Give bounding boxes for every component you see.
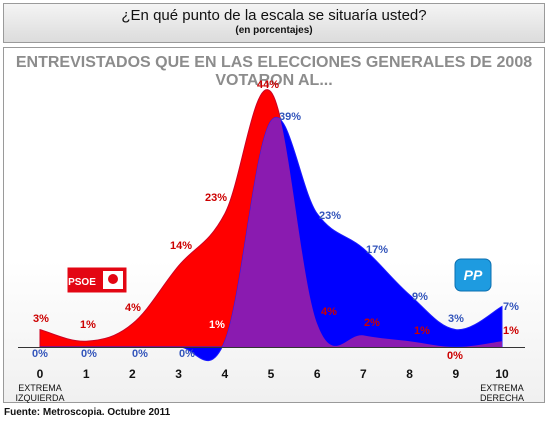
pp-value-label: 23% [319,210,341,222]
pp-value-label: 9% [412,291,428,303]
pp-value-label: 1% [209,319,225,331]
x-tick-sublabel: IZQUIERDA [15,393,64,403]
x-tick-sublabel: DERECHA [480,393,524,403]
psoe-logo-text: PSOE [68,277,96,288]
psoe-value-label: 23% [205,192,227,204]
x-tick-label: 0 [37,367,44,381]
x-tick-sublabel: EXTREMA [480,383,524,393]
psoe-value-label: 1% [414,325,430,337]
psoe-value-label: 0% [447,350,463,362]
pp-value-label: 0% [81,348,97,360]
x-tick-label: 5 [268,367,275,381]
page-subtitle: (en porcentajes) [235,25,313,36]
psoe-value-label: 4% [321,306,337,318]
x-tick-label: 7 [360,367,367,381]
x-tick-label: 10 [495,367,509,381]
x-tick-label: 6 [314,367,321,381]
psoe-value-label: 1% [80,319,96,331]
pp-value-label: 39% [279,111,301,123]
x-tick-sublabel: EXTREMA [18,383,62,393]
psoe-rose-bloom-icon [108,274,118,284]
x-tick-label: 4 [221,367,228,381]
x-tick-label: 1 [83,367,90,381]
source-note: Fuente: Metroscopia. Octubre 2011 [4,407,171,418]
page-title: ¿En qué punto de la escala se situaría u… [121,7,427,24]
x-tick-label: 8 [406,367,413,381]
pp-value-label: 0% [32,348,48,360]
psoe-value-label: 4% [125,302,141,314]
pp-value-label: 7% [503,301,519,313]
pp-value-label: 3% [448,313,464,325]
x-tick-label: 2 [129,367,136,381]
psoe-value-label: 1% [503,325,519,337]
psoe-value-label: 44% [257,79,279,91]
pp-value-label: 17% [366,244,388,256]
x-tick-label: 9 [452,367,459,381]
pp-value-label: 0% [179,348,195,360]
chart-title: ENTREVISTADOS QUE EN LAS ELECCIONES GENE… [15,54,533,89]
psoe-value-label: 2% [364,317,380,329]
pp-value-label: 0% [132,348,148,360]
psoe-value-label: 14% [170,240,192,252]
pp-logo [454,258,492,292]
pp-logo-text: PP [464,267,483,283]
header-box: ¿En qué punto de la escala se situaría u… [3,3,545,43]
psoe-value-label: 3% [33,313,49,325]
x-tick-label: 3 [175,367,182,381]
